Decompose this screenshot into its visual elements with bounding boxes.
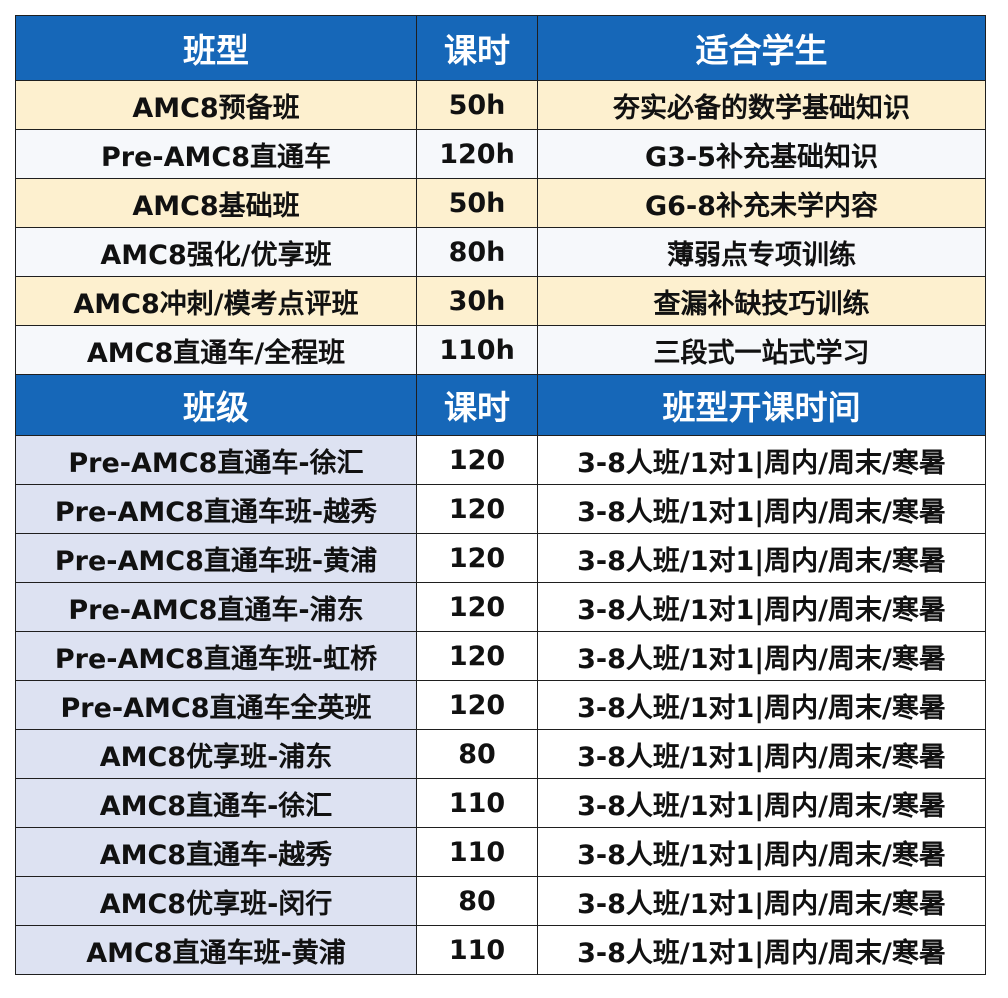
hours-cell: 120 <box>416 435 538 485</box>
schedule-cell: 3-8人班/1对1|周内/周末/寒暑 <box>537 435 986 485</box>
hours-cell: 120 <box>416 484 538 534</box>
class-type-cell: AMC8强化/优享班 <box>15 227 417 277</box>
table-row: Pre-AMC8直通车班-黄浦 120 3-8人班/1对1|周内/周末/寒暑 <box>15 533 986 583</box>
class-type-cell: AMC8直通车/全程班 <box>15 325 417 375</box>
hours-cell: 80h <box>416 227 538 277</box>
hours-cell: 50h <box>416 178 538 228</box>
header-schedule: 班型开课时间 <box>537 374 986 436</box>
schedule-cell: 3-8人班/1对1|周内/周末/寒暑 <box>537 876 986 926</box>
target-cell: G3-5补充基础知识 <box>537 129 986 179</box>
table-row: Pre-AMC8直通车班-虹桥 120 3-8人班/1对1|周内/周末/寒暑 <box>15 631 986 681</box>
hours-cell: 120 <box>416 533 538 583</box>
header-hours: 课时 <box>416 15 538 81</box>
table-row: Pre-AMC8直通车 120h G3-5补充基础知识 <box>15 129 986 179</box>
table-row: Pre-AMC8直通车班-越秀 120 3-8人班/1对1|周内/周末/寒暑 <box>15 484 986 534</box>
class-name-cell: AMC8直通车-越秀 <box>15 827 417 877</box>
table-row: AMC8直通车班-黄浦 110 3-8人班/1对1|周内/周末/寒暑 <box>15 925 986 975</box>
table-row: AMC8基础班 50h G6-8补充未学内容 <box>15 178 986 228</box>
section1-header-row: 班型 课时 适合学生 <box>15 15 986 81</box>
table-row: AMC8直通车-越秀 110 3-8人班/1对1|周内/周末/寒暑 <box>15 827 986 877</box>
class-name-cell: Pre-AMC8直通车全英班 <box>15 680 417 730</box>
target-cell: 夯实必备的数学基础知识 <box>537 80 986 130</box>
course-table: 班型 课时 适合学生 AMC8预备班 50h 夯实必备的数学基础知识 Pre-A… <box>15 15 986 975</box>
schedule-cell: 3-8人班/1对1|周内/周末/寒暑 <box>537 925 986 975</box>
header-class: 班级 <box>15 374 417 436</box>
table-row: AMC8预备班 50h 夯实必备的数学基础知识 <box>15 80 986 130</box>
class-name-cell: Pre-AMC8直通车班-黄浦 <box>15 533 417 583</box>
hours-cell: 50h <box>416 80 538 130</box>
table-row: AMC8优享班-浦东 80 3-8人班/1对1|周内/周末/寒暑 <box>15 729 986 779</box>
class-type-cell: AMC8预备班 <box>15 80 417 130</box>
hours-cell: 110 <box>416 778 538 828</box>
header-target-students: 适合学生 <box>537 15 986 81</box>
target-cell: 查漏补缺技巧训练 <box>537 276 986 326</box>
schedule-cell: 3-8人班/1对1|周内/周末/寒暑 <box>537 484 986 534</box>
class-name-cell: AMC8优享班-闵行 <box>15 876 417 926</box>
header-hours: 课时 <box>416 374 538 436</box>
hours-cell: 110 <box>416 827 538 877</box>
table-row: AMC8直通车-徐汇 110 3-8人班/1对1|周内/周末/寒暑 <box>15 778 986 828</box>
class-type-cell: AMC8基础班 <box>15 178 417 228</box>
table-row: AMC8优享班-闵行 80 3-8人班/1对1|周内/周末/寒暑 <box>15 876 986 926</box>
schedule-cell: 3-8人班/1对1|周内/周末/寒暑 <box>537 533 986 583</box>
schedule-cell: 3-8人班/1对1|周内/周末/寒暑 <box>537 680 986 730</box>
schedule-cell: 3-8人班/1对1|周内/周末/寒暑 <box>537 631 986 681</box>
hours-cell: 120h <box>416 129 538 179</box>
hours-cell: 80 <box>416 876 538 926</box>
hours-cell: 30h <box>416 276 538 326</box>
hours-cell: 120 <box>416 582 538 632</box>
target-cell: 薄弱点专项训练 <box>537 227 986 277</box>
class-name-cell: Pre-AMC8直通车班-虹桥 <box>15 631 417 681</box>
hours-cell: 110h <box>416 325 538 375</box>
hours-cell: 80 <box>416 729 538 779</box>
schedule-cell: 3-8人班/1对1|周内/周末/寒暑 <box>537 827 986 877</box>
table-row: AMC8强化/优享班 80h 薄弱点专项训练 <box>15 227 986 277</box>
class-name-cell: AMC8直通车班-黄浦 <box>15 925 417 975</box>
class-name-cell: AMC8优享班-浦东 <box>15 729 417 779</box>
schedule-cell: 3-8人班/1对1|周内/周末/寒暑 <box>537 778 986 828</box>
class-name-cell: Pre-AMC8直通车-浦东 <box>15 582 417 632</box>
schedule-cell: 3-8人班/1对1|周内/周末/寒暑 <box>537 729 986 779</box>
table-row: Pre-AMC8直通车-徐汇 120 3-8人班/1对1|周内/周末/寒暑 <box>15 435 986 485</box>
table-row: Pre-AMC8直通车全英班 120 3-8人班/1对1|周内/周末/寒暑 <box>15 680 986 730</box>
section2-header-row: 班级 课时 班型开课时间 <box>15 374 986 436</box>
class-name-cell: AMC8直通车-徐汇 <box>15 778 417 828</box>
target-cell: 三段式一站式学习 <box>537 325 986 375</box>
hours-cell: 110 <box>416 925 538 975</box>
target-cell: G6-8补充未学内容 <box>537 178 986 228</box>
table-row: Pre-AMC8直通车-浦东 120 3-8人班/1对1|周内/周末/寒暑 <box>15 582 986 632</box>
table-row: AMC8冲刺/模考点评班 30h 查漏补缺技巧训练 <box>15 276 986 326</box>
class-type-cell: Pre-AMC8直通车 <box>15 129 417 179</box>
class-name-cell: Pre-AMC8直通车班-越秀 <box>15 484 417 534</box>
hours-cell: 120 <box>416 680 538 730</box>
class-type-cell: AMC8冲刺/模考点评班 <box>15 276 417 326</box>
table-row: AMC8直通车/全程班 110h 三段式一站式学习 <box>15 325 986 375</box>
header-class-type: 班型 <box>15 15 417 81</box>
hours-cell: 120 <box>416 631 538 681</box>
class-name-cell: Pre-AMC8直通车-徐汇 <box>15 435 417 485</box>
schedule-cell: 3-8人班/1对1|周内/周末/寒暑 <box>537 582 986 632</box>
